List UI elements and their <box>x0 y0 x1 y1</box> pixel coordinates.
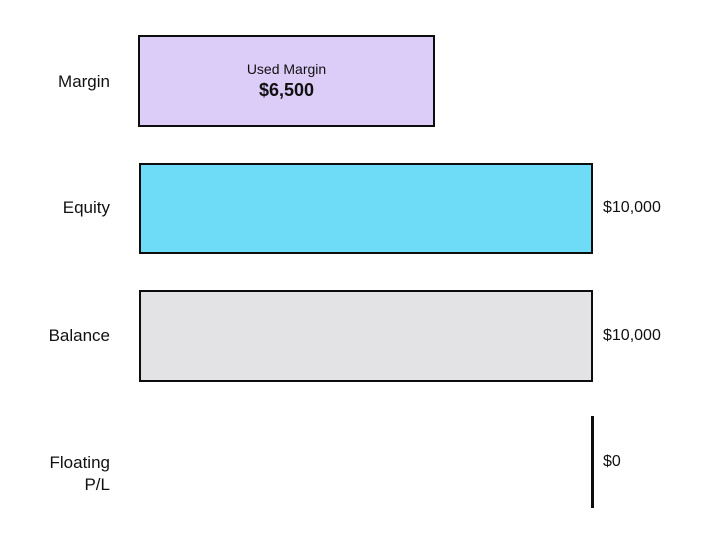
floating-pl-label-line2: P/L <box>84 475 110 494</box>
row-label-balance: Balance <box>48 326 110 345</box>
used-margin-value: $6,500 <box>258 80 315 100</box>
balance-value: $10,000 <box>603 327 661 344</box>
floating-pl-label-line1: Floating <box>49 453 110 472</box>
row-label-equity: Equity <box>62 198 110 217</box>
margin-bar: Used Margin $6,500 <box>138 35 435 127</box>
row-label-margin: Margin <box>58 72 110 91</box>
balance-bar <box>139 290 593 382</box>
equity-bar <box>139 163 593 254</box>
equity-value: $10,000 <box>603 199 661 216</box>
floating-pl-zero-line <box>591 416 594 508</box>
used-margin-title: Used Margin <box>246 61 327 77</box>
row-label-floating-pl: Floating P/L <box>18 452 110 496</box>
floating-pl-value: $0 <box>603 453 621 470</box>
